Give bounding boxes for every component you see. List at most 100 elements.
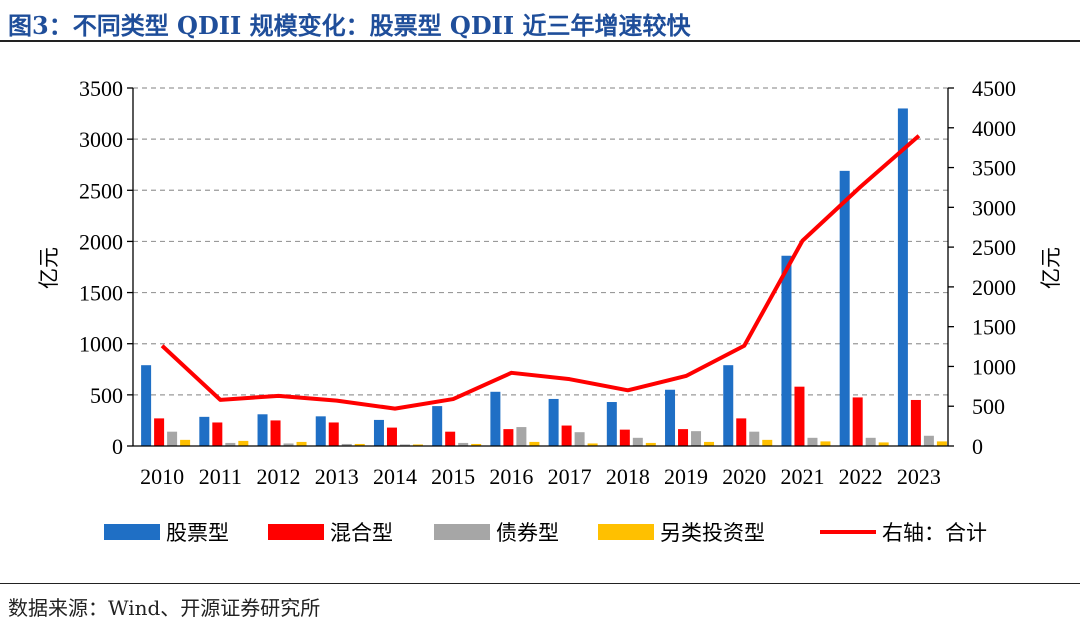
bar-另类投资型-2016 (529, 441, 540, 446)
x-tick-label: 2015 (431, 464, 475, 489)
bar-债券型-2013 (341, 443, 352, 446)
bar-混合型-2023 (910, 399, 921, 446)
y-left-tick-label: 2000 (79, 229, 123, 254)
bar-另类投资型-2011 (238, 440, 249, 446)
legend-label-0: 股票型 (166, 521, 229, 545)
x-tick-label: 2012 (257, 464, 301, 489)
x-tick-label: 2011 (199, 464, 242, 489)
bar-股票型-2020 (723, 365, 734, 446)
bar-债券型-2016 (516, 427, 527, 446)
y-right-axis-label: 亿元 (1039, 247, 1063, 289)
x-tick-label: 2020 (722, 464, 766, 489)
source-note: 数据来源：Wind、开源证券研究所 (8, 596, 321, 620)
bar-债券型-2010 (167, 431, 178, 446)
bar-另类投资型-2022 (878, 442, 889, 446)
y-right-tick-label: 4000 (972, 116, 1016, 141)
bar-股票型-2010 (141, 365, 152, 446)
bar-股票型-2014 (373, 419, 384, 446)
bar-股票型-2013 (315, 416, 326, 446)
bar-混合型-2022 (852, 397, 863, 446)
line-group (160, 134, 921, 411)
bar-股票型-2018 (606, 402, 617, 446)
y-left-tick-label: 1500 (79, 281, 123, 306)
source-rule (0, 583, 1080, 584)
legend-label-3: 另类投资型 (660, 521, 765, 545)
chart-canvas: 0 500 1000 1500 2000 2500 3000 3500 0 500 1000 1500… (37, 76, 1063, 545)
bar-另类投资型-2014 (412, 444, 423, 446)
bar-债券型-2020 (749, 431, 760, 446)
bar-债券型-2019 (691, 431, 702, 446)
legend-label-2: 债券型 (496, 521, 559, 545)
bar-另类投资型-2020 (762, 439, 773, 446)
bar-债券型-2018 (632, 437, 643, 446)
x-tick-label: 2018 (606, 464, 650, 489)
bar-混合型-2013 (328, 422, 339, 446)
y-left-tick-label: 2500 (79, 178, 123, 203)
x-tick-label: 2013 (315, 464, 359, 489)
bar-混合型-2014 (386, 427, 397, 446)
bar-混合型-2020 (736, 418, 747, 446)
y-right-tick-label: 4500 (972, 76, 1016, 101)
bar-股票型-2023 (897, 108, 908, 446)
x-tick-label: 2017 (548, 464, 592, 489)
y-right-tick-label: 2500 (972, 235, 1016, 260)
bar-股票型-2015 (432, 406, 443, 446)
bar-股票型-2022 (839, 170, 850, 446)
y-right-tick-label: 2000 (972, 275, 1016, 300)
bars-group (141, 108, 947, 446)
bar-混合型-2017 (561, 425, 572, 446)
bar-另类投资型-2023 (936, 441, 947, 446)
y-right-tick-label: 3500 (972, 156, 1016, 181)
bar-债券型-2021 (807, 437, 818, 446)
bar-混合型-2012 (270, 420, 281, 446)
y-right-tick-label: 1500 (972, 315, 1016, 340)
bar-另类投资型-2015 (471, 443, 482, 446)
bar-股票型-2021 (781, 255, 792, 446)
y-right-tick-label: 1000 (972, 354, 1016, 379)
y-left-tick-label: 1000 (79, 332, 123, 357)
bar-债券型-2017 (574, 432, 585, 446)
bar-另类投资型-2013 (354, 443, 365, 446)
y-left-tick-label: 0 (112, 434, 123, 459)
legend-swatch-1 (268, 524, 324, 540)
legend-swatch-3 (598, 524, 654, 540)
legend-label-4: 右轴：合计 (882, 521, 987, 545)
bar-债券型-2015 (458, 442, 469, 446)
bar-股票型-2012 (257, 414, 268, 446)
figure-title: 图3：不同类型 QDII 规模变化：股票型 QDII 近三年增速较快 (8, 11, 691, 40)
y-left-tick-label: 500 (90, 383, 123, 408)
x-tick-label: 2019 (664, 464, 708, 489)
bar-混合型-2018 (619, 429, 630, 446)
bar-债券型-2023 (923, 435, 934, 446)
x-tick-label: 2021 (780, 464, 824, 489)
bar-债券型-2014 (399, 444, 410, 446)
bar-另类投资型-2017 (587, 443, 598, 446)
y-left-tick-label: 3500 (79, 76, 123, 101)
x-tick-label: 2016 (489, 464, 533, 489)
bar-混合型-2015 (445, 431, 456, 446)
y-right-tick-label: 500 (972, 394, 1005, 419)
bar-股票型-2011 (199, 416, 210, 446)
legend-label-1: 混合型 (330, 521, 393, 545)
bar-股票型-2016 (490, 391, 501, 446)
x-tick-label: 2010 (140, 464, 184, 489)
bar-另类投资型-2012 (296, 441, 307, 446)
bar-股票型-2017 (548, 398, 559, 446)
bar-债券型-2011 (225, 442, 236, 446)
legend-swatch-0 (104, 524, 160, 540)
bar-混合型-2016 (503, 429, 514, 446)
y-left-axis-label: 亿元 (37, 247, 61, 289)
bar-债券型-2022 (865, 437, 876, 446)
bar-混合型-2010 (154, 418, 165, 446)
bar-另类投资型-2021 (820, 441, 831, 446)
bar-股票型-2019 (665, 389, 676, 446)
grid-lines (133, 87, 948, 396)
x-tick-label: 2014 (373, 464, 417, 489)
x-tick-label: 2022 (839, 464, 883, 489)
bar-另类投资型-2010 (180, 439, 191, 446)
bar-混合型-2019 (678, 429, 689, 446)
bar-混合型-2011 (212, 422, 223, 446)
y-right-tick-label: 3000 (972, 195, 1016, 220)
bar-混合型-2021 (794, 386, 805, 446)
legend-swatch-2 (434, 524, 490, 540)
